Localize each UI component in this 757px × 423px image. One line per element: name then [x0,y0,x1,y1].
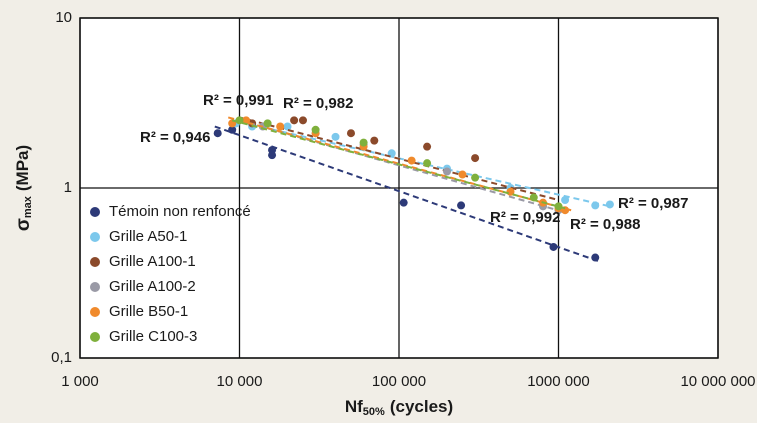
y-axis-label: σmax (MPa) [13,145,34,231]
data-point [591,201,599,209]
data-point [408,157,416,165]
data-point [290,116,298,124]
y-label-main: σ [13,218,34,231]
data-point [284,123,292,131]
chart: 1 000 10 000 100 000 1000 000 10 000 000 0,1 1… [0,0,757,423]
x-axis-label: Nf50% (cycles) [345,397,453,417]
data-point [312,126,320,134]
data-point [268,151,276,159]
legend-swatch [90,282,100,292]
data-point [400,199,408,207]
data-point [458,171,466,179]
y-label-unit: (MPa) [13,145,32,191]
data-point [591,254,599,262]
data-point [530,193,538,201]
x-tick-label: 10 000 [217,373,263,390]
legend-label: Grille A100-2 [109,278,196,295]
legend-label: Grille C100-3 [109,328,197,345]
data-point [471,154,479,162]
r2-label: R² = 0,987 [618,195,688,212]
legend-swatch [90,207,100,217]
y-tick-label: 10 [55,9,72,26]
y-label-sub: max [22,195,34,218]
y-tick-label: 0,1 [51,349,72,366]
data-point [360,139,368,147]
legend-swatch [90,232,100,242]
data-point [457,201,465,209]
legend-swatch [90,307,100,317]
data-point [370,137,378,145]
x-tick-label: 1 000 [61,373,99,390]
data-point [549,243,557,251]
x-label-sub: 50% [363,406,385,418]
r2-label: R² = 0,988 [570,216,640,233]
y-tick-label: 1 [64,179,72,196]
data-point [423,159,431,167]
x-label-unit: (cycles) [390,397,453,416]
data-point [443,168,451,176]
x-tick-label: 10 000 000 [680,373,755,390]
data-point [561,196,569,204]
data-point [236,116,244,124]
x-tick-label: 1000 000 [527,373,590,390]
data-point [276,123,284,131]
data-point [423,143,431,151]
r2-label: R² = 0,946 [140,129,210,146]
data-point [299,116,307,124]
data-point [214,129,222,137]
x-label-main: Nf [345,397,363,416]
legend-label: Témoin non renfoncé [109,203,251,220]
x-tick-label: 100 000 [372,373,426,390]
r2-label: R² = 0,992 [490,209,560,226]
data-point [471,174,479,182]
legend-swatch [90,332,100,342]
r2-label: R² = 0,982 [283,95,353,112]
legend-swatch [90,257,100,267]
r2-label: R² = 0,991 [203,92,273,109]
data-point [264,119,272,127]
legend-label: Grille A50-1 [109,228,187,245]
data-point [606,200,614,208]
legend-label: Grille A100-1 [109,253,196,270]
data-point [332,133,340,141]
legend-label: Grille B50-1 [109,303,188,320]
data-point [347,129,355,137]
page: 1 000 10 000 100 000 1000 000 10 000 000 0,1 1… [0,0,757,423]
